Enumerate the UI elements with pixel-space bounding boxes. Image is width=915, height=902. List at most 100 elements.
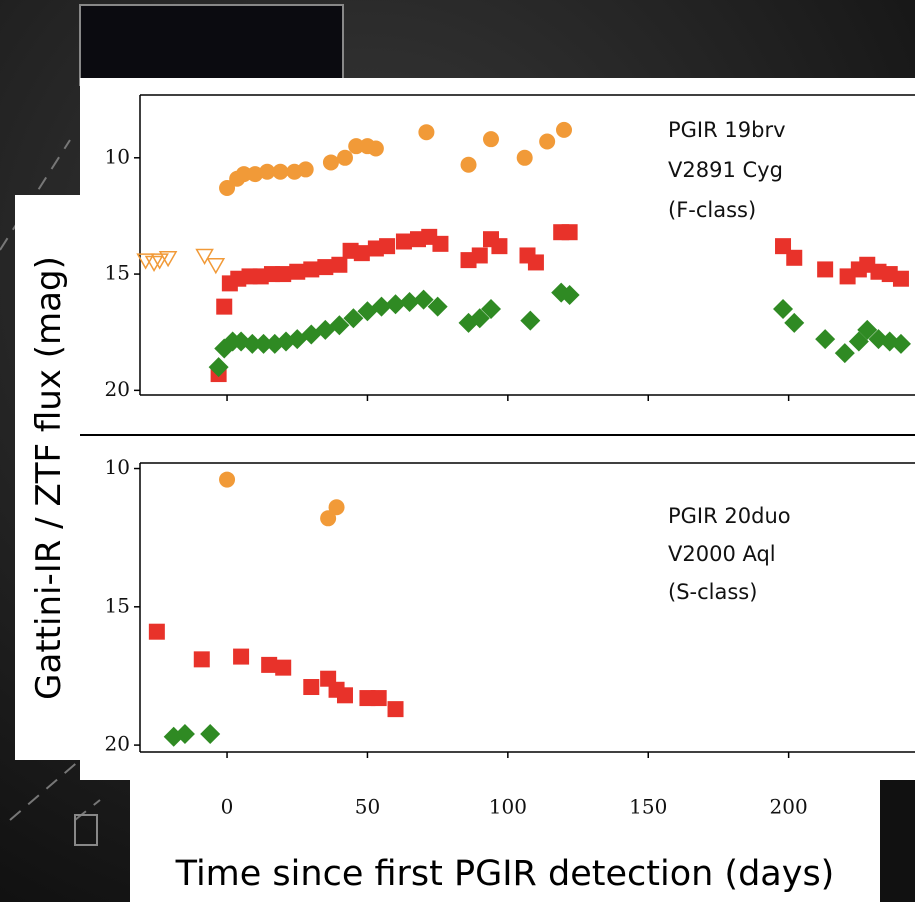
y-tick-label: 15 [105,261,130,285]
y-tick-label: 10 [105,455,130,479]
point [216,298,233,315]
point [556,121,573,138]
point [297,161,314,178]
point [539,133,556,150]
point [371,296,392,317]
point [432,235,449,252]
point [219,180,236,197]
point [329,315,350,336]
point [892,270,909,287]
point [491,238,508,255]
point [253,333,274,354]
x-tick-label: 200 [770,795,808,819]
point [890,333,911,354]
point [247,166,264,183]
point [348,138,365,155]
point [336,687,353,704]
point [242,333,263,354]
x-tick-label: 150 [629,795,667,819]
annotation: (F-class) [668,198,756,222]
x-axis-label: Time since first PGIR detection (days) [175,854,835,894]
point [193,651,210,668]
point [322,154,339,171]
point [174,724,195,745]
point [784,312,805,333]
point [469,308,490,329]
point [480,298,501,319]
point [857,319,878,340]
point [379,238,396,255]
x-tick-label: 100 [489,795,527,819]
annotation: V2000 Aql [668,542,776,566]
point [385,294,406,315]
point [150,253,169,270]
point [520,310,541,331]
point [320,510,337,527]
x-tick-label: 0 [221,795,234,819]
point [848,331,869,352]
annotation: V2891 Cyg [668,158,783,182]
point [303,261,320,278]
annotation: PGIR 19brv [668,118,786,142]
point [136,253,155,270]
point [395,233,412,250]
annotation: (S-class) [668,580,757,604]
point [343,308,364,329]
y-tick-label: 10 [105,144,130,168]
y-tick-label: 15 [105,593,130,617]
point [561,224,578,241]
point [208,357,229,378]
point [303,679,320,696]
point [317,259,334,276]
point [418,124,435,141]
point [773,298,794,319]
decor-box [74,814,98,846]
x-tick-label: 50 [355,795,380,819]
point [370,690,387,707]
thumbnail-frame [79,4,344,86]
point [367,140,384,157]
y-label-box [15,195,80,760]
point [206,258,226,275]
point [200,724,221,745]
point [289,263,306,280]
point [834,343,855,364]
point [413,289,434,310]
point [144,255,164,272]
y-tick-label: 20 [105,377,130,401]
point [272,163,289,180]
point [233,648,250,665]
point [527,254,544,271]
point [235,166,252,183]
point [275,266,292,283]
point [261,656,278,673]
x-label-box [130,780,880,902]
point [387,701,404,718]
point [427,296,448,317]
y-axis-label: Gattini-IR / ZTF flux (mag) [29,256,69,700]
decor-line [0,139,101,821]
point [328,499,345,516]
point [219,471,236,488]
panel [80,78,915,780]
point [815,329,836,350]
point [786,249,803,266]
point [817,261,834,278]
point [482,131,499,148]
point [275,659,292,676]
point [516,149,533,166]
point [259,163,276,180]
point [331,256,348,273]
point [158,251,178,268]
point [195,248,214,265]
point [460,156,477,173]
y-tick-label: 20 [105,732,130,756]
point [559,285,580,305]
point [148,623,165,640]
point [353,245,370,262]
point [399,291,420,312]
point [471,247,488,264]
point [336,149,353,166]
annotation: PGIR 20duo [668,504,791,528]
